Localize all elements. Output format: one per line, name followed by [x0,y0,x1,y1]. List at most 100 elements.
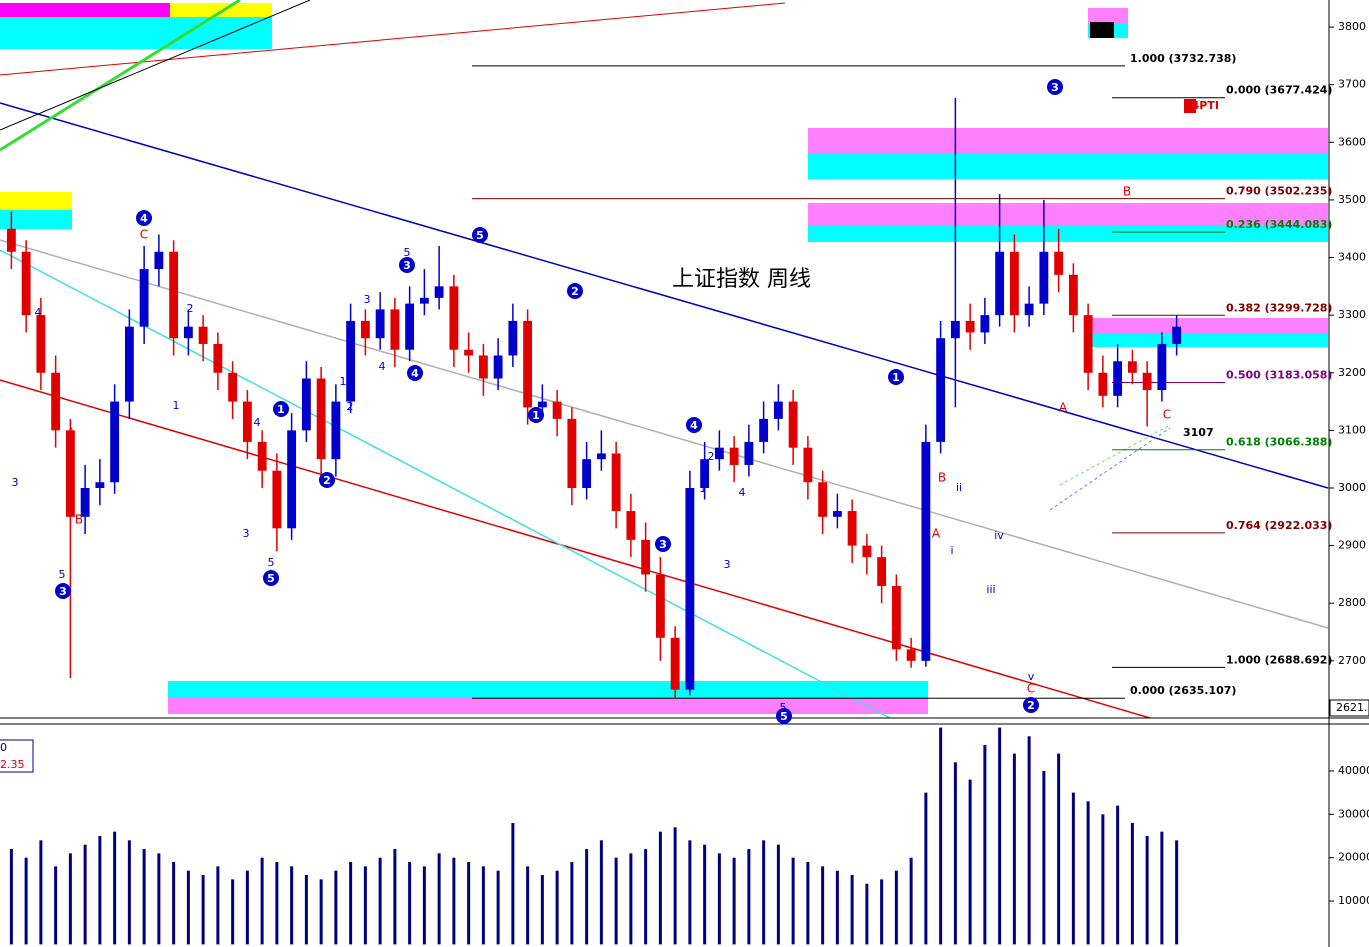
wave-label: 3 [364,293,371,306]
volume-bar [880,879,884,945]
volume-bar [658,831,662,945]
wave-label: iii [986,583,995,596]
volume-bar [54,866,58,945]
wave-label: 1 [532,409,540,422]
candle-body [759,418,769,442]
trend-line [0,2,786,76]
candle-body [95,482,105,488]
candle-body [1009,251,1019,316]
wave-label: 2 [323,474,331,487]
candle-body [228,372,238,402]
volume-bar [1027,736,1031,945]
candle-body [419,297,429,304]
wave-label: 5 [476,229,484,242]
wave-marker [528,407,544,423]
indicator-box [0,739,34,773]
candle-body [936,338,946,442]
y-tick-label: 2900 [1338,539,1366,552]
candle-body [139,269,149,327]
volume-bar [762,840,766,945]
wave-label: 1 [700,482,707,495]
band [0,3,170,17]
candle-body [1142,372,1152,391]
wave-label: 4 [35,306,42,319]
volume-bar [378,857,382,945]
volume-bar [614,857,618,945]
wave-marker [273,401,289,417]
volume-bar [39,840,43,945]
candle-body [582,459,592,488]
candle-body [788,401,798,448]
candle-body [183,326,193,339]
candle-body [818,482,828,517]
volume-bar [231,879,235,945]
volume-bar [1145,836,1149,945]
wave-marker [888,369,904,385]
candle-body [641,539,651,575]
candle-body [272,470,282,529]
volume-bar [9,849,13,945]
wave-label: 2 [1027,699,1035,712]
trend-line [0,239,1329,629]
y-tick-label: 3800 [1338,20,1366,33]
candle-body [1024,303,1034,316]
fib-label: 1.000 (3732.738) [1130,52,1236,65]
band [1090,333,1328,347]
candle-body [390,309,400,350]
band [0,17,272,49]
volume-bar [585,849,589,945]
candle-body [287,430,297,529]
volume-bar [467,862,471,945]
volume-bar [511,822,515,945]
band [168,698,928,714]
candle-body [1172,326,1182,344]
candle-body [965,320,975,333]
volume-bar [275,862,279,945]
wave-marker [136,210,152,226]
candle-body [714,447,724,460]
wave-label: 4 [254,416,261,429]
volume-bar [747,849,751,945]
block [1090,22,1114,38]
candle-body [567,418,577,488]
wave-label: B [938,471,946,485]
volume-bar [349,862,353,945]
wave-label: 5 [59,568,66,581]
candle-body [169,251,179,339]
trend-line [0,0,311,131]
trend-line [0,102,1329,489]
wave-marker [655,536,671,552]
candle-body [124,326,134,402]
fib-label: 0.236 (3444.083) [1226,218,1332,231]
band [0,192,72,210]
volume-bar [983,744,987,945]
wave-label: A [67,426,76,440]
candle-body [537,401,547,408]
wave-marker [263,570,279,586]
fib-label: 0.790 (3502.235) [1226,185,1332,198]
wave-label: 3 [724,558,731,571]
wave-label: 4 [690,419,698,432]
wave-label: C [1027,682,1035,696]
pti-label: 34PTI [1184,99,1219,112]
fib-label: 0.618 (3066.388) [1226,436,1332,449]
band [808,128,1328,154]
candle-body [301,378,311,431]
trend-lines [0,0,1329,719]
wave-label: 3 [1051,81,1059,94]
volume-bar [422,866,426,945]
wave-label: 5 [267,572,275,585]
volume-bar [821,866,825,945]
volume-bar [245,870,249,945]
candle-body [51,372,61,431]
candle-body [478,355,488,379]
pti-box [1184,99,1196,113]
volume-bar [850,875,854,945]
volume-bar [555,870,559,945]
volume-bar [393,849,397,945]
volume-bar [526,866,530,945]
band [808,226,1328,242]
wave-label: 1 [277,403,285,416]
wave-label: 2 [708,450,715,463]
